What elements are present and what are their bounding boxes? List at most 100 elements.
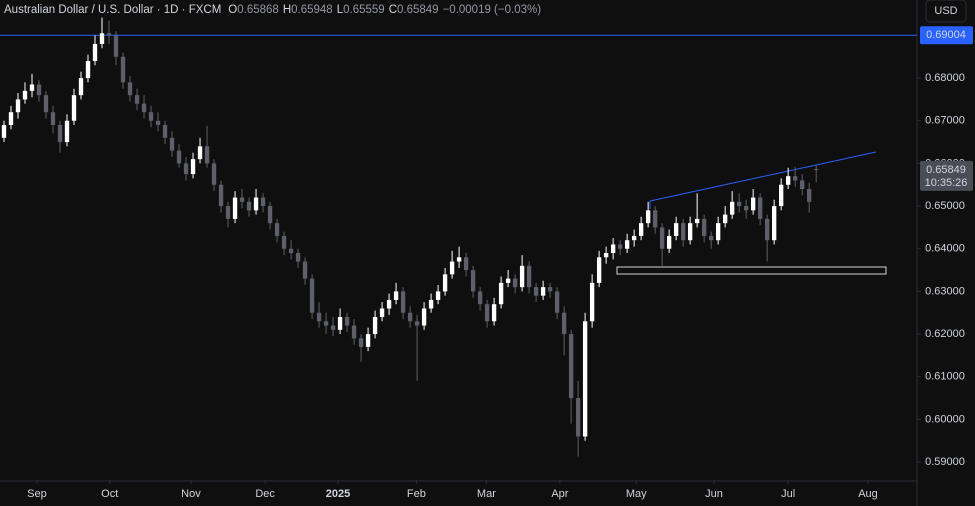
chart-header: Australian Dollar / U.S. Dollar · 1D · F… (4, 4, 541, 16)
candle-body (491, 304, 497, 322)
candle-body (554, 291, 560, 313)
candle-body (470, 270, 476, 292)
candle-body (127, 82, 133, 96)
candle-body (778, 184, 784, 207)
last-price-label: 0.65849 (926, 164, 966, 176)
candle-body (169, 137, 175, 151)
candle-body (106, 33, 112, 36)
candle-body (211, 163, 217, 185)
candle-body (183, 163, 189, 175)
x-tick-label: Oct (101, 488, 118, 500)
candle-body (631, 235, 637, 241)
candle-body (337, 317, 343, 330)
last-price-bg (920, 160, 973, 191)
candle-body (302, 261, 308, 279)
ohlc-value: 0.65849 (397, 4, 439, 16)
candle-body (358, 338, 364, 347)
candle-body (428, 299, 434, 309)
candle-body (575, 398, 581, 437)
candle-body (309, 278, 315, 313)
candle-body (673, 223, 679, 236)
candle-body (176, 150, 182, 164)
candle-body (652, 210, 658, 228)
candle-body (519, 265, 525, 288)
candle-body (295, 253, 301, 262)
candle-body (603, 253, 609, 258)
y-tick-label: 0.68000 (925, 72, 965, 84)
candle-body (239, 197, 245, 202)
candle-body (134, 95, 140, 104)
candle-body (113, 35, 119, 57)
candle-body (533, 287, 539, 296)
candle-body (148, 112, 154, 121)
candle-body (232, 197, 238, 219)
candle-body (288, 248, 294, 254)
candle-body (589, 282, 595, 322)
candle-body (568, 334, 574, 399)
x-tick-label: Aug (858, 488, 878, 500)
candle-body (512, 278, 518, 288)
candle-body (225, 206, 231, 219)
candle-body (638, 223, 644, 236)
ohlc-key: O (228, 4, 237, 16)
candle-body (764, 218, 770, 241)
y-tick-label: 0.60000 (925, 413, 965, 425)
candle-body (190, 159, 196, 175)
x-tick-label: 2025 (326, 488, 350, 500)
y-tick-label: 0.62000 (925, 328, 965, 340)
support-zone (616, 266, 887, 275)
x-tick-label: Nov (181, 488, 201, 500)
candle-body (449, 261, 455, 275)
candle-body (351, 325, 357, 339)
candle-body (8, 112, 14, 126)
candle-body (155, 120, 161, 126)
candle-body (617, 244, 623, 249)
countdown: 10:35:26 (925, 177, 968, 189)
ohlc-key: H (283, 4, 291, 16)
candle-body (281, 235, 287, 249)
candle-body (435, 291, 441, 300)
candle-body (610, 244, 616, 254)
candle-body (99, 33, 105, 44)
change: −0.00019 (−0.03%) (443, 4, 542, 16)
y-tick-label: 0.59000 (925, 456, 965, 468)
y-tick-label: 0.64000 (925, 243, 965, 255)
y-tick-label: 0.61000 (925, 371, 965, 383)
level-label-bg (920, 26, 973, 45)
candle-body (85, 61, 91, 79)
candle-body (379, 308, 385, 318)
candle-body (786, 176, 791, 185)
candle-body (750, 197, 756, 211)
candle-body (330, 325, 336, 330)
candle-body (407, 312, 413, 322)
candle-body (29, 84, 35, 91)
y-tick-label: 0.67000 (925, 115, 965, 127)
candle-body (736, 201, 742, 207)
candle-body (708, 235, 714, 241)
candle-body (645, 210, 651, 224)
currency-button[interactable] (925, 0, 967, 23)
candle-body (680, 223, 686, 241)
candle-body (141, 103, 147, 113)
candle-body (57, 125, 63, 143)
candle-body (43, 95, 49, 113)
candle-body (393, 291, 399, 300)
candle-body (561, 312, 567, 335)
trend-line (649, 151, 877, 202)
candle-body (743, 206, 749, 211)
price-axis-bg (917, 0, 975, 506)
candle-body (793, 176, 798, 181)
candle-body (372, 317, 378, 335)
candle-body (694, 218, 700, 224)
currency[interactable]: USD (934, 5, 957, 17)
candle-body (316, 312, 322, 322)
candle-body (246, 201, 252, 211)
ohlc-key: C (389, 4, 397, 16)
candle-body (582, 321, 588, 437)
ohlc-value: 0.65868 (237, 4, 279, 16)
ohlc-key: L (337, 4, 344, 16)
candle-body (204, 146, 210, 164)
x-tick-label: Mar (477, 488, 496, 500)
